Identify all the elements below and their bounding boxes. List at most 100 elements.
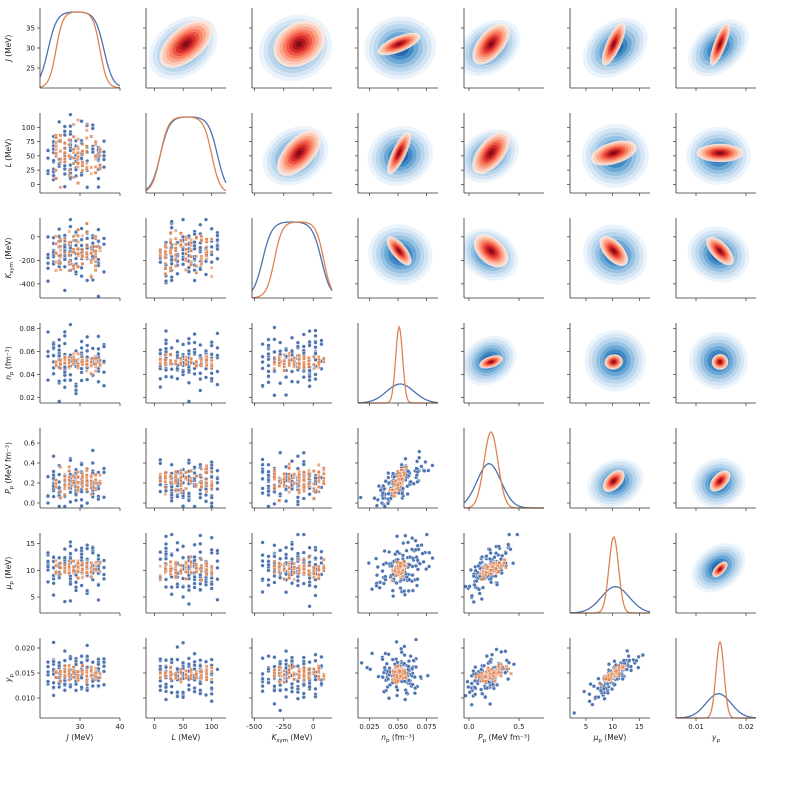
scatter-point-blue — [85, 377, 90, 382]
scatter-point-orange — [173, 236, 178, 241]
scatter-point-blue — [215, 353, 220, 358]
scatter-point-orange — [168, 560, 173, 564]
scatter-point-orange — [54, 670, 58, 675]
scatter-point-blue — [45, 156, 51, 161]
scatter-point-blue — [163, 346, 169, 351]
scatter-point-blue — [101, 242, 107, 247]
scatter-point-orange — [480, 577, 485, 581]
scatter-point-blue — [45, 559, 51, 564]
scatter-point-orange — [93, 259, 98, 264]
scatter-cell-yp-Ksym — [260, 648, 326, 713]
scatter-point-blue — [359, 660, 364, 665]
scatter-point-orange — [302, 674, 306, 678]
scatter-point-blue — [186, 368, 191, 373]
scatter-point-orange — [302, 474, 306, 479]
scatter-point-orange — [93, 143, 98, 147]
scatter-point-blue — [45, 349, 51, 354]
y-tick-label: -400 — [19, 280, 35, 288]
kde-diagonal-J — [39, 11, 121, 89]
scatter-point-blue — [414, 554, 419, 560]
scatter-point-blue — [51, 353, 56, 358]
scatter-point-blue — [68, 224, 73, 229]
scatter-point-blue — [192, 350, 197, 355]
scatter-point-blue — [169, 375, 174, 380]
scatter-point-blue — [627, 658, 632, 663]
scatter-point-orange — [287, 466, 291, 470]
scatter-point-blue — [169, 278, 174, 283]
scatter-point-orange — [168, 240, 173, 245]
scatter-point-blue — [386, 652, 391, 657]
scatter-point-blue — [90, 150, 95, 155]
scatter-point-orange — [209, 250, 214, 254]
scatter-point-orange — [158, 676, 163, 680]
scatter-point-blue — [62, 370, 67, 375]
scatter-point-blue — [101, 682, 107, 687]
scatter-point-orange — [93, 249, 98, 254]
scatter-point-blue — [85, 348, 90, 353]
scatter-point-orange — [173, 574, 178, 578]
scatter-point-blue — [266, 363, 271, 368]
scatter-point-orange — [67, 229, 71, 234]
scatter-point-orange — [85, 149, 89, 154]
scatter-point-blue — [175, 540, 180, 545]
scatter-point-orange — [67, 173, 71, 177]
red-density-level-7 — [295, 41, 303, 47]
scatter-point-orange — [71, 670, 76, 674]
scatter-point-blue — [307, 378, 312, 383]
scatter-point-blue — [51, 592, 56, 598]
red-density-level-7 — [397, 249, 401, 253]
scatter-point-blue — [260, 366, 265, 371]
scatter-point-orange — [67, 364, 71, 369]
scatter-point-orange — [607, 677, 611, 682]
scatter-point-orange — [168, 231, 173, 236]
scatter-point-blue — [51, 158, 56, 163]
scatter-point-orange — [307, 364, 311, 369]
scatter-point-orange — [287, 567, 291, 571]
scatter-point-orange — [499, 674, 503, 678]
scatter-point-blue — [68, 656, 73, 661]
scatter-point-orange — [67, 243, 71, 247]
scatter-point-orange — [490, 564, 495, 569]
scatter-point-blue — [79, 172, 84, 178]
scatter-point-orange — [58, 267, 63, 272]
scatter-point-blue — [209, 475, 214, 480]
scatter-point-blue — [209, 535, 214, 540]
scatter-point-blue — [284, 348, 289, 353]
orange-kde-curve — [570, 535, 650, 614]
scatter-point-blue — [96, 683, 101, 688]
scatter-point-orange — [488, 676, 492, 680]
scatter-point-blue — [260, 576, 265, 582]
scatter-point-blue — [295, 663, 300, 669]
scatter-point-blue — [266, 559, 271, 564]
scatter-point-orange — [194, 566, 199, 570]
scatter-point-orange — [199, 566, 204, 570]
scatter-point-blue — [192, 278, 197, 283]
scatter-cell-yp-mup — [572, 648, 645, 716]
scatter-point-blue — [209, 226, 214, 231]
scatter-point-orange — [85, 161, 89, 166]
scatter-point-blue — [402, 661, 407, 666]
scatter-point-orange — [322, 356, 326, 361]
scatter-point-orange — [272, 571, 277, 575]
scatter-point-blue — [272, 701, 277, 706]
scatter-point-blue — [313, 658, 318, 663]
scatter-point-orange — [272, 360, 277, 365]
scatter-point-blue — [163, 341, 169, 346]
scatter-point-orange — [496, 670, 501, 674]
kde-contour-cell-L-Ksym — [262, 126, 329, 186]
scatter-point-blue — [181, 504, 186, 509]
scatter-point-blue — [636, 665, 641, 670]
scatter-point-blue — [427, 564, 432, 569]
scatter-point-blue — [209, 460, 214, 465]
scatter-point-blue — [45, 664, 51, 669]
scatter-point-orange — [179, 242, 183, 247]
scatter-point-blue — [45, 234, 51, 239]
scatter-point-orange — [173, 470, 178, 474]
scatter-point-blue — [215, 486, 220, 492]
scatter-point-blue — [465, 679, 470, 684]
scatter-point-blue — [175, 581, 180, 587]
scatter-point-orange — [184, 247, 188, 251]
scatter-point-blue — [411, 658, 416, 663]
scatter-point-blue — [169, 690, 174, 695]
scatter-point-blue — [203, 375, 209, 380]
